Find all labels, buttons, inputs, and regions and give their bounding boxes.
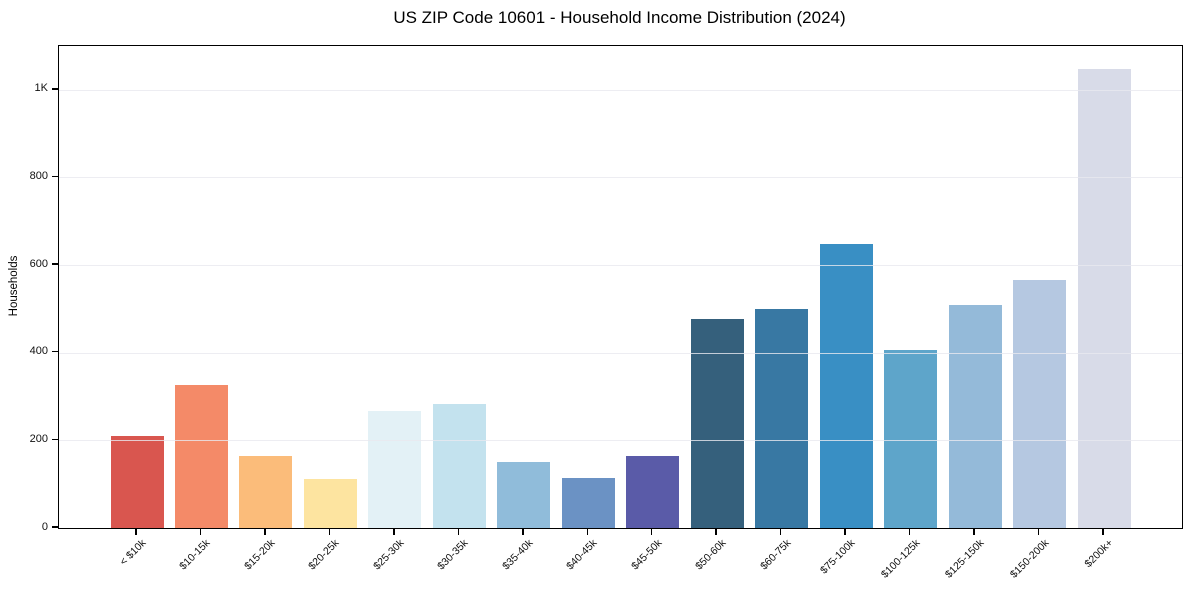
x-tick-label-$125-150k: $125-150k: [942, 537, 987, 581]
y-tick-mark-600: [52, 263, 58, 265]
x-tick-mark-$75-100k: [844, 529, 846, 535]
x-tick-label-$100-125k: $100-125k: [878, 537, 923, 581]
bar-$200k+: [1077, 69, 1131, 528]
x-tick-label-$75-100k: $75-100k: [818, 537, 858, 577]
bar-$20-25k: [303, 478, 357, 528]
bar-$30-35k: [432, 404, 486, 528]
plot-area: [58, 45, 1183, 529]
x-tick-mark-$30-35k: [457, 529, 460, 535]
y-tick-label-1K: 1K: [34, 82, 48, 95]
chart-title: US ZIP Code 10601 - Household Income Dis…: [393, 8, 846, 27]
bar-< $10k: [110, 435, 164, 528]
bar-$35-40k: [497, 461, 551, 528]
x-tick-label-$50-60k: $50-60k: [693, 537, 729, 573]
x-tick-label-$10-15k: $10-15k: [177, 537, 213, 573]
y-tick-mark-1K: [52, 88, 58, 90]
x-tick-mark-$15-20k: [264, 529, 266, 535]
x-tick-mark-$60-75k: [779, 529, 782, 535]
y-tick-label-400: 400: [29, 345, 48, 358]
x-tick-mark-$200k+: [1102, 529, 1104, 535]
x-tick-label-$15-20k: $15-20k: [242, 537, 278, 573]
x-tick-mark-$50-60k: [715, 529, 717, 535]
x-tick-mark-$20-25k: [328, 529, 331, 535]
bar-$50-60k: [690, 319, 744, 528]
x-tick-mark-< $10k: [135, 529, 137, 535]
x-tick-label-$150-200k: $150-200k: [1007, 537, 1052, 581]
bar-$25-30k: [368, 410, 422, 528]
bar-$100-125k: [884, 350, 938, 528]
x-tick-label-$45-50k: $45-50k: [628, 537, 665, 573]
x-tick-label-$35-40k: $35-40k: [499, 537, 536, 573]
x-tick-mark-$150-200k: [1037, 529, 1040, 535]
x-tick-label-$60-75k: $60-75k: [757, 537, 794, 573]
y-tick-label-600: 600: [29, 257, 48, 270]
x-tick-label-$40-45k: $40-45k: [564, 537, 600, 573]
bar-$10-15k: [174, 384, 228, 528]
x-tick-mark-$45-50k: [650, 529, 653, 535]
gridline-600: [59, 265, 1182, 267]
x-tick-mark-$100-125k: [908, 529, 911, 535]
y-tick-mark-200: [52, 438, 58, 441]
gridline-800: [59, 177, 1182, 179]
bar-$75-100k: [819, 244, 873, 528]
bar-$15-20k: [239, 456, 293, 528]
bar-$125-150k: [948, 304, 1002, 528]
bar-$45-50k: [626, 456, 680, 528]
x-tick-label-< $10k: < $10k: [117, 537, 149, 568]
x-tick-mark-$10-15k: [199, 529, 202, 535]
bar-$60-75k: [755, 309, 809, 528]
bar-$40-45k: [561, 478, 615, 528]
y-tick-mark-400: [52, 350, 58, 353]
y-tick-label-800: 800: [29, 169, 48, 182]
x-tick-mark-$125-150k: [973, 529, 975, 535]
x-tick-label-$20-25k: $20-25k: [306, 537, 342, 573]
y-tick-label-200: 200: [29, 432, 48, 445]
x-tick-label-$200k+: $200k+: [1082, 537, 1116, 571]
x-tick-label-$30-35k: $30-35k: [435, 537, 471, 573]
x-tick-mark-$25-30k: [393, 529, 395, 535]
y-tick-mark-0: [52, 526, 58, 528]
gridline-1K: [59, 89, 1182, 91]
y-tick-label-0: 0: [41, 520, 48, 533]
x-tick-mark-$35-40k: [522, 529, 524, 535]
bar-$150-200k: [1013, 279, 1067, 528]
x-tick-mark-$40-45k: [586, 529, 589, 535]
y-tick-mark-800: [52, 175, 58, 178]
x-tick-label-$25-30k: $25-30k: [371, 537, 407, 573]
